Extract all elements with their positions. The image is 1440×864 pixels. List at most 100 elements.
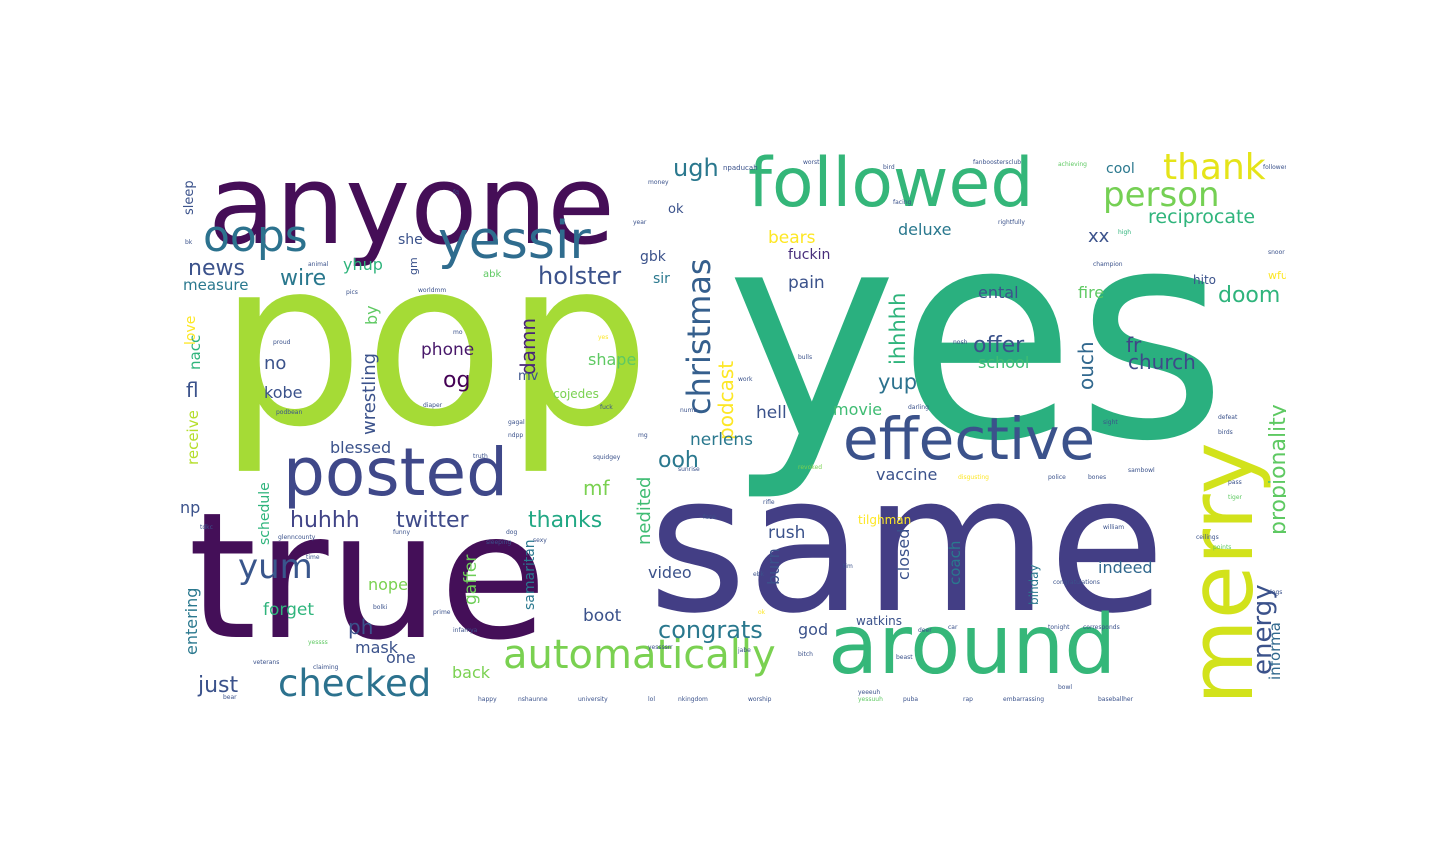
word-ok: ok	[758, 609, 766, 616]
word-measure: measure	[183, 276, 249, 294]
word-yes: yes	[726, 168, 1228, 505]
word-holster: holster	[538, 262, 622, 290]
word-ihhhhh: ihhhhh	[886, 292, 910, 365]
word-mo: mo	[453, 329, 463, 336]
word-bolki: bolki	[373, 604, 388, 611]
word-fq: fq	[453, 189, 459, 196]
word-lol: lol	[648, 696, 656, 703]
word-bears: bears	[768, 228, 816, 248]
word-congratulations: congratulations	[1053, 579, 1100, 586]
word-yessir: yessir	[438, 211, 591, 271]
word-sambowl: sambowl	[1128, 467, 1155, 474]
word-phone: phone	[421, 340, 475, 360]
word-god: god	[798, 620, 829, 639]
word-university: university	[578, 696, 608, 703]
word-fire: fire	[1078, 283, 1105, 302]
word-happy: happy	[478, 696, 497, 703]
word-wfu: wfu	[1268, 269, 1286, 282]
word-animal: animal	[308, 261, 329, 268]
word-ooh: ooh	[658, 448, 699, 473]
word-bird: bird	[883, 164, 895, 171]
word-og: og	[443, 368, 471, 393]
word-bones: bones	[1088, 474, 1107, 481]
word-proud: proud	[273, 339, 291, 346]
word-darling: darling	[908, 404, 929, 411]
word-ental: ental	[978, 283, 1019, 302]
word-cojedes: cojedes	[553, 387, 599, 401]
word-bitch: bitch	[798, 651, 813, 658]
word-indeed: indeed	[1098, 558, 1153, 577]
word-dogs: dogs	[1268, 589, 1283, 596]
word-twitter: twitter	[396, 508, 469, 533]
word-just: just	[198, 673, 239, 698]
word-jabe: jabe	[738, 647, 751, 654]
word-church: church	[1128, 350, 1196, 374]
word-yhup: yhup	[343, 255, 383, 274]
word-high: high	[1118, 229, 1132, 236]
word-gagal: gagal	[508, 419, 525, 426]
word-fanboostersclub: fanboostersclub	[973, 159, 1022, 166]
word-achieving: achieving	[1058, 161, 1087, 168]
word-snoor: snoor	[1268, 249, 1285, 256]
word-car: car	[948, 624, 958, 631]
word-fuck: fuck	[600, 404, 613, 411]
word-podbean: podbean	[276, 409, 303, 416]
word-cloud: yes pop same true anyone followed effective aro…	[178, 150, 1286, 714]
word-thank: thank	[1163, 150, 1266, 188]
word-xx: xx	[1088, 226, 1110, 247]
word-ceilings: ceilings	[1196, 534, 1219, 541]
word-nacc: nacc	[186, 334, 204, 370]
word-video: video	[648, 563, 692, 582]
word-posted: posted	[283, 434, 509, 511]
word-time: time	[306, 554, 320, 561]
word-ndpp: ndpp	[508, 432, 524, 439]
word-person: person	[1103, 175, 1220, 215]
word-squidgey: squidgey	[593, 454, 621, 461]
word-points: points	[1213, 544, 1232, 551]
word-sexy: sexy	[533, 537, 547, 544]
word-followers: followers	[1263, 164, 1286, 171]
word-cool: cool	[1106, 161, 1135, 177]
word-school: school	[978, 353, 1030, 372]
word-wrestling: wrestling	[359, 352, 380, 435]
word-by: by	[362, 305, 381, 325]
word-pain: pain	[788, 273, 825, 293]
word-prime: prime	[433, 609, 451, 616]
word-pics: pics	[346, 289, 358, 296]
word-rifle: rifle	[763, 499, 775, 506]
word-yessssrr: yessssrr	[648, 644, 673, 651]
word-back: back	[452, 663, 491, 682]
word-watkins: watkins	[856, 614, 903, 628]
word-gbk: gbk	[640, 249, 666, 265]
word-abk: abk	[483, 269, 502, 280]
word-gaffer: gaffer	[461, 554, 481, 605]
word-closed: closed	[894, 528, 913, 580]
word-true: true	[188, 476, 548, 679]
word-sir: sir	[653, 271, 670, 287]
word-shape: shape	[588, 350, 637, 369]
word-vaccine: vaccine	[876, 465, 938, 484]
word-ouch: ouch	[1074, 341, 1098, 390]
word-around: around	[828, 598, 1117, 693]
word-worldmm: worldmm	[418, 287, 447, 294]
word-deluxe: deluxe	[898, 220, 952, 239]
word-diaper: diaper	[423, 402, 443, 409]
word-face: face	[703, 514, 716, 521]
word-np: np	[180, 498, 201, 517]
word-hell: hell	[756, 403, 787, 423]
word-yes: yes	[598, 334, 609, 341]
word-gm: gm	[407, 257, 420, 275]
word-funny: funny	[393, 529, 411, 536]
word-year: year	[633, 219, 647, 226]
word-tdkc: tdkc	[200, 524, 213, 531]
word-embarrassing: embarrassing	[1003, 696, 1045, 703]
word-nedited: nedited	[634, 476, 655, 545]
word-truth: truth	[473, 453, 488, 460]
word-fuckin: fuckin	[788, 247, 831, 263]
word-fr: fr	[1126, 333, 1142, 357]
word-burn: burn	[764, 548, 783, 585]
word-pop: pop	[218, 211, 651, 478]
word-movie: movie	[833, 400, 883, 419]
word-schedule: schedule	[257, 482, 273, 545]
word-ph: ph	[348, 615, 374, 639]
